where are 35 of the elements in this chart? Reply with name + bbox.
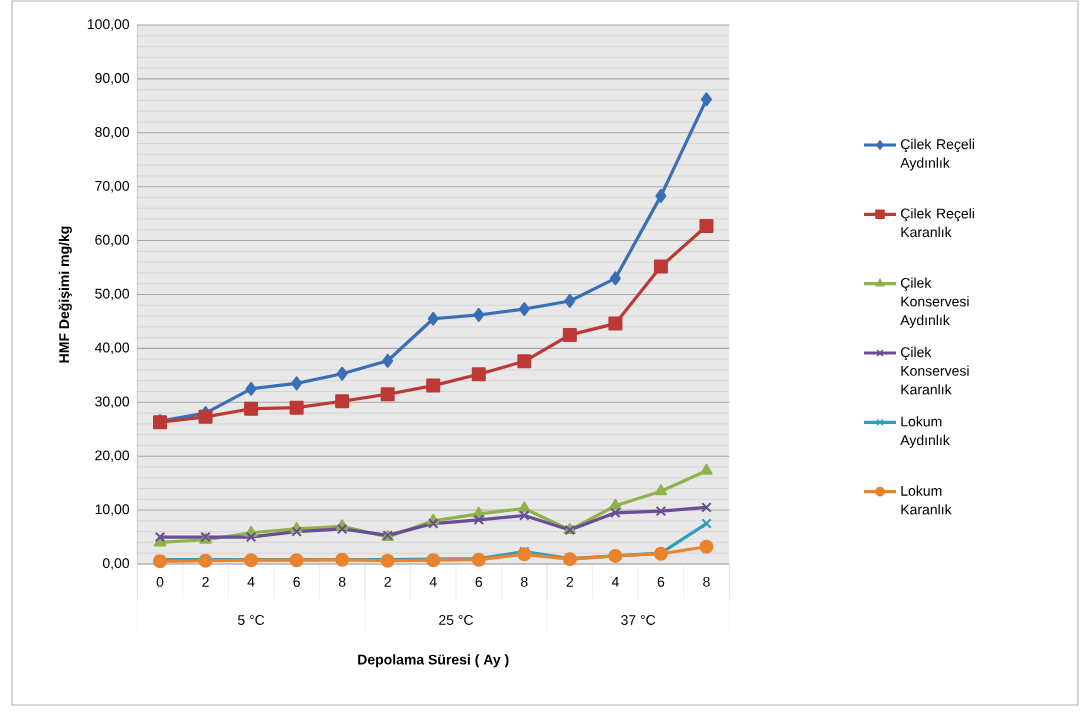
x-tick-label: 8 bbox=[338, 576, 346, 587]
x-tick-label: 2 bbox=[566, 576, 574, 587]
legend-label: Lokum Aydınlık bbox=[900, 416, 950, 448]
x-tick-label: 6 bbox=[657, 576, 665, 587]
x-tick-label: 4 bbox=[247, 576, 255, 587]
text: 37 °C bbox=[621, 615, 656, 625]
x-tick-label: 8 bbox=[703, 576, 710, 587]
y-tick-label: 60,00 bbox=[95, 234, 130, 247]
x-tick-label: 2 bbox=[384, 576, 391, 587]
x-tick-label: 4 bbox=[611, 576, 619, 587]
x-tick-label: 6 bbox=[293, 576, 300, 587]
y-tick-label: 50,00 bbox=[95, 288, 130, 301]
y-tick-label: 20,00 bbox=[95, 450, 130, 462]
y-axis-title: HMF Değişimi mg/kg bbox=[58, 226, 72, 363]
legend-label: Çilek Reçeli Aydınlık bbox=[900, 138, 974, 171]
legend-label: Çilek Konservesi Karanlık bbox=[900, 346, 969, 395]
y-tick-label: 0,00 bbox=[102, 558, 130, 570]
legend-label: Lokum Karanlık bbox=[901, 485, 952, 515]
x-tick-label: 8 bbox=[521, 576, 528, 587]
y-tick-label: 30,00 bbox=[95, 396, 130, 409]
y-tick-label: 40,00 bbox=[94, 342, 130, 355]
x-tick-label: 0 bbox=[156, 576, 164, 587]
legend-label: Çilek Konservesi Aydınlık bbox=[900, 277, 969, 328]
y-tick-label: 100,00 bbox=[87, 19, 130, 31]
x-tick-label: 4 bbox=[429, 576, 437, 587]
y-tick-label: 70,00 bbox=[95, 180, 130, 193]
text: 5 °C bbox=[237, 615, 265, 625]
x-tick-label: 2 bbox=[202, 576, 209, 587]
y-tick-label: 80,00 bbox=[95, 127, 130, 139]
x-axis-title: Depolama Süresi ( Ay ) bbox=[358, 654, 509, 668]
text: 25 °C bbox=[439, 615, 474, 625]
y-tick-label: 10,00 bbox=[95, 504, 130, 516]
x-tick-label: 6 bbox=[475, 576, 483, 587]
y-tick-label: 90,00 bbox=[95, 73, 130, 85]
legend-label: Çilek Reçeli Karanlık bbox=[900, 208, 974, 238]
